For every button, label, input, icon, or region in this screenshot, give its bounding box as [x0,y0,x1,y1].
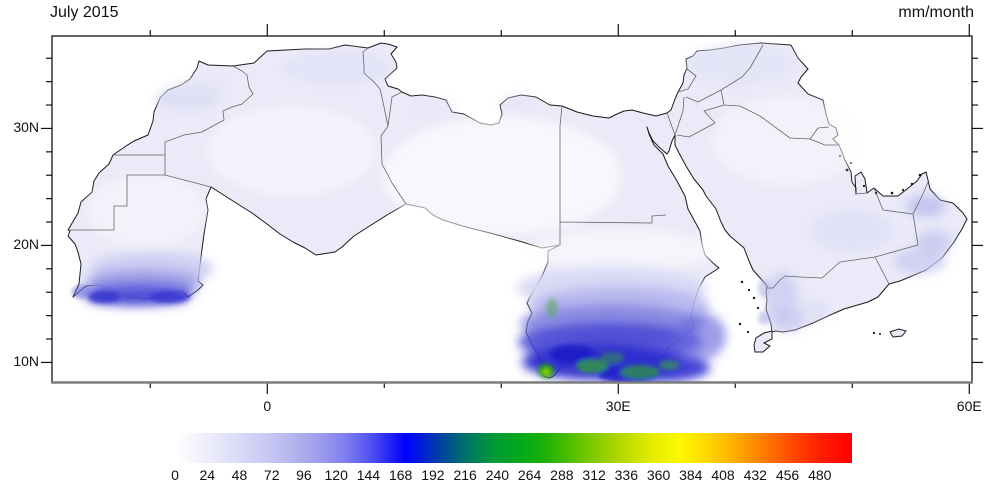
axis-ticks [41,24,983,394]
precip-blob [600,352,624,364]
colorbar-tick-label: 96 [296,467,312,483]
precip-blob [576,359,608,373]
precip-blob [499,95,535,109]
precip-blob [72,285,92,299]
lon-tick-label: 60E [956,398,982,414]
colorbar-tick-label: 120 [324,467,348,483]
precip-blob [282,52,392,84]
lon-tick-label: 30E [605,398,631,414]
precip-blob [87,173,207,249]
colorbar-tick-label: 432 [743,467,767,483]
precip-blob [758,311,770,325]
colorbar-tick-label: 480 [808,467,832,483]
lon-tick-label: 0 [263,398,272,414]
precip-blob [674,312,726,360]
precip-blob [546,298,558,318]
colorbar-tick-label: 192 [421,467,445,483]
units-label: mm/month [898,4,974,21]
precip-blob [382,116,622,236]
colorbar-tick-label: 72 [263,467,280,483]
colorbar-tick-label: 288 [550,467,574,483]
lat-tick-label: 30N [13,119,39,136]
colorbar-tick-label: 144 [356,467,381,483]
lat-tick-label: 20N [13,236,39,253]
colorbar [175,433,852,463]
colorbar-tick-label: 336 [614,467,638,483]
precip-blob [906,195,946,217]
precip-blob [916,230,952,254]
colorbar-tick-label: 168 [388,467,413,483]
colorbar-tick-label: 48 [231,467,248,483]
figure-title: July 2015 [50,4,119,21]
colorbar-tick-label: 0 [171,467,179,483]
precip-blob [794,302,830,320]
colorbar-tick-label: 240 [485,467,510,483]
colorbar-tick-label: 456 [775,467,800,483]
colorbar-tick-label: 264 [517,467,542,483]
country-borders [68,44,929,289]
precip-field [85,44,952,382]
precip-blob [150,291,190,303]
precip-blob [620,365,660,379]
colorbar-tick-label: 24 [199,467,216,483]
precip-field-detail [72,279,770,382]
djibouti-outline [753,330,773,353]
precip-blob [178,78,230,94]
socotra-island [889,328,907,338]
lat-tick-label: 10N [13,353,39,370]
precip-blob [712,96,862,186]
colorbar-tick-label: 384 [679,467,703,483]
precip-blob [758,279,770,297]
precip-blob [406,100,458,116]
precip-blob [527,229,717,273]
precip-blob [542,368,550,376]
colorbar-tick-label: 360 [646,467,671,483]
colorbar-tick-label: 216 [453,467,477,483]
precip-blob [810,209,894,253]
precip-blob [88,291,120,303]
colorbar-tick-label: 408 [711,467,735,483]
precip-blob [894,248,946,274]
precip-blob [550,345,594,363]
precip-blob [659,360,679,370]
colorbar-tick-label: 312 [582,467,606,483]
precip-blob [207,106,377,196]
precip-blob [687,44,797,84]
